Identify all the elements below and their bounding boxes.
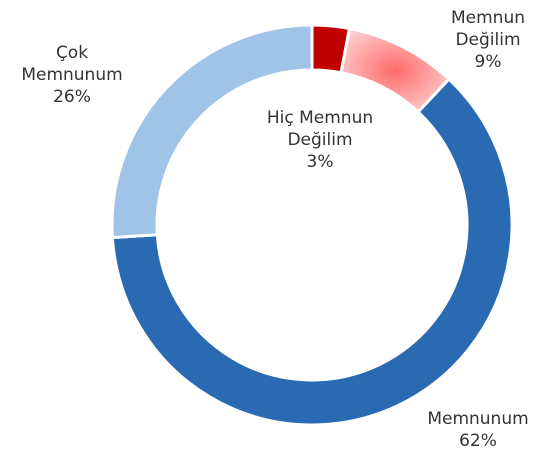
category-label: Memnun Değilim	[450, 8, 525, 50]
category-label: Çok Memnunum	[21, 43, 123, 85]
slice-label: Çok Memnunum 26%	[16, 42, 128, 108]
donut-slice	[110, 23, 314, 240]
slice-label: Memnunum 62%	[422, 408, 534, 452]
value-label: 26%	[53, 87, 91, 107]
slice-label: Hiç Memnun Değilim 3%	[264, 107, 376, 173]
value-label: 9%	[474, 52, 502, 72]
category-label: Memnunum	[427, 409, 529, 429]
donut-slice	[110, 77, 514, 427]
slice-label: Memnun Değilim 9%	[432, 7, 539, 73]
value-label: 62%	[459, 431, 497, 451]
value-label: 3%	[306, 152, 334, 172]
category-label: Hiç Memnun Değilim	[266, 108, 374, 150]
